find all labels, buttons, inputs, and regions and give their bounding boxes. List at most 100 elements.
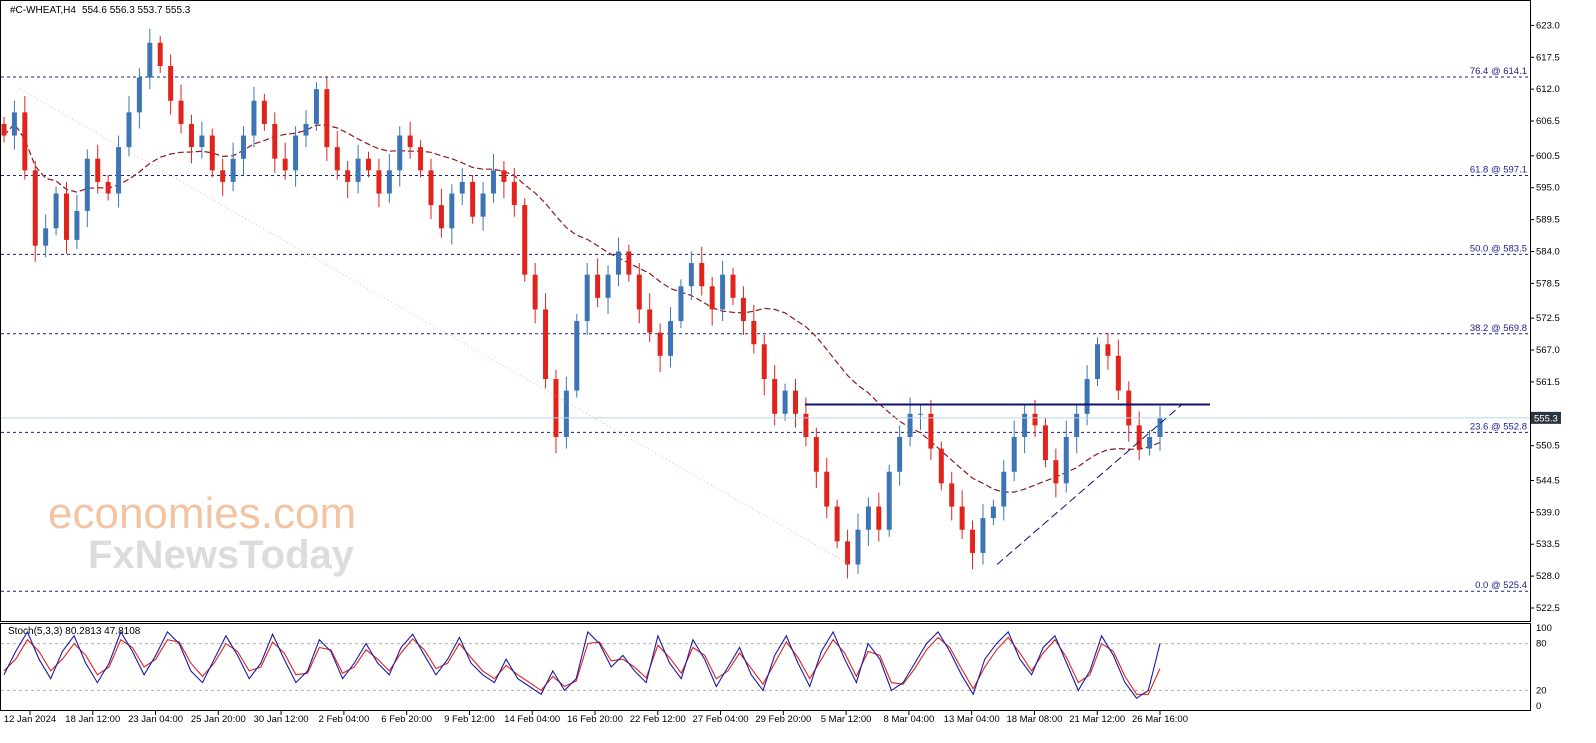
price-label-2: 612.0 [1536, 84, 1560, 95]
candle-body-5 [53, 193, 59, 229]
candle-body-97 [1011, 436, 1017, 472]
last-price-tag [1531, 411, 1561, 424]
candle-body-44 [459, 181, 465, 194]
candle-body-64 [668, 321, 674, 356]
symbol-label: #C-WHEAT,H4 554.6 556.3 553.7 555.3 [10, 5, 191, 16]
candle-body-37 [386, 170, 392, 194]
stochastic: 100 80 20 0 [1, 623, 1552, 712]
price-label-6: 589.5 [1536, 215, 1560, 226]
candle-body-102 [1063, 436, 1069, 484]
candle-body-104 [1084, 379, 1090, 414]
candle-body-93 [970, 529, 976, 553]
candle-body-99 [1032, 413, 1038, 426]
time-label-3: 25 Jan 20:00 [191, 714, 246, 725]
candle-body-60 [626, 251, 632, 275]
candle-body-38 [397, 135, 403, 171]
time-label-6: 6 Feb 20:00 [381, 714, 432, 725]
candle-body-91 [949, 483, 955, 507]
candle-body-3 [32, 170, 38, 246]
candle-body-62 [647, 309, 653, 333]
candle-body-59 [615, 251, 621, 275]
candle-body-34 [355, 158, 361, 182]
candle-body-40 [418, 147, 424, 171]
candle-body-83 [865, 506, 871, 530]
candle-body-100 [1042, 425, 1048, 461]
candle-body-90 [938, 448, 944, 484]
time-label-11: 27 Feb 04:00 [693, 714, 749, 725]
candle-body-107 [1115, 355, 1121, 391]
candle-body-88 [917, 413, 923, 415]
candle-body-36 [376, 170, 382, 194]
candle-body-108 [1126, 390, 1132, 426]
candle-body-45 [470, 181, 476, 217]
candle-body-24 [251, 100, 257, 136]
candle-body-109 [1136, 425, 1142, 449]
price-label-16: 528.0 [1536, 571, 1560, 582]
price-label-4: 600.5 [1536, 151, 1560, 162]
watermark-economies: economies.com [48, 489, 356, 538]
time-label-2: 23 Jan 04:00 [128, 714, 183, 725]
price-label-3: 606.5 [1536, 116, 1560, 127]
candle-body-106 [1105, 344, 1111, 356]
candle-body-51 [532, 274, 538, 310]
time-label-5: 2 Feb 04:00 [319, 714, 370, 725]
price-axis: 623.0 617.5 612.0 606.5 600.5 595.0 589.5 584.0… [1530, 20, 1561, 614]
candle-body-11 [116, 147, 122, 194]
candle-body-82 [855, 529, 861, 565]
candle-body-66 [688, 263, 694, 287]
candle-body-72 [751, 321, 757, 345]
candle-body-73 [761, 344, 767, 380]
candle-body-53 [553, 379, 559, 437]
candle-body-12 [126, 112, 132, 148]
candle-body-14 [147, 42, 153, 78]
candle-body-70 [730, 274, 736, 298]
candle-body-42 [438, 205, 444, 229]
time-label-9: 16 Feb 20:00 [567, 714, 623, 725]
stoch-main-line [3, 630, 1161, 699]
candle-body-76 [792, 390, 798, 414]
time-label-4: 30 Jan 12:00 [254, 714, 309, 725]
candle-body-65 [678, 286, 684, 322]
price-label-12: 550.5 [1536, 441, 1560, 452]
candle-body-31 [324, 89, 330, 148]
candle-body-2 [22, 112, 28, 171]
moving-average [3, 122, 1161, 493]
candle-body-25 [261, 100, 267, 124]
candle-body-10 [105, 181, 111, 194]
candle-body-6 [63, 193, 69, 240]
candle-body-68 [709, 286, 715, 310]
time-label-10: 22 Feb 12:00 [630, 714, 686, 725]
candle-body-56 [584, 274, 590, 322]
stoch-level-label-1: 80 [1536, 639, 1547, 650]
candle-body-33 [345, 170, 351, 182]
ascending-trendline [996, 404, 1183, 565]
candle-body-74 [772, 379, 778, 414]
candle-body-80 [834, 506, 840, 542]
stoch-level-label-3: 0 [1536, 701, 1541, 712]
fib-label-1: 61.8 @ 597.1 [1470, 165, 1527, 176]
candle-body-92 [959, 506, 965, 530]
candle-body-103 [1074, 413, 1080, 437]
candle-body-16 [168, 65, 174, 101]
candle-body-1 [11, 112, 17, 136]
candle-body-55 [574, 321, 580, 391]
time-label-0: 12 Jan 2024 [4, 714, 56, 725]
candle-body-110 [1147, 436, 1153, 449]
price-label-13: 544.5 [1536, 475, 1560, 486]
candle-body-4 [43, 228, 49, 246]
candle-body-57 [595, 274, 601, 298]
candle-body-28 [293, 135, 299, 171]
price-label-1: 617.5 [1536, 52, 1560, 63]
candle-body-47 [490, 170, 496, 194]
candle-body-87 [907, 413, 913, 437]
candle-body-26 [272, 123, 278, 159]
time-label-17: 21 Mar 12:00 [1069, 714, 1125, 725]
symbol-name: #C-WHEAT,H4 [10, 5, 76, 16]
candle-body-15 [157, 42, 163, 66]
ma-line [3, 122, 1161, 493]
candle-body-21 [220, 170, 226, 182]
fib-label-0: 76.4 @ 614.1 [1470, 66, 1527, 77]
stoch-signal-line [3, 636, 1161, 695]
candle-body-105 [1095, 344, 1101, 380]
